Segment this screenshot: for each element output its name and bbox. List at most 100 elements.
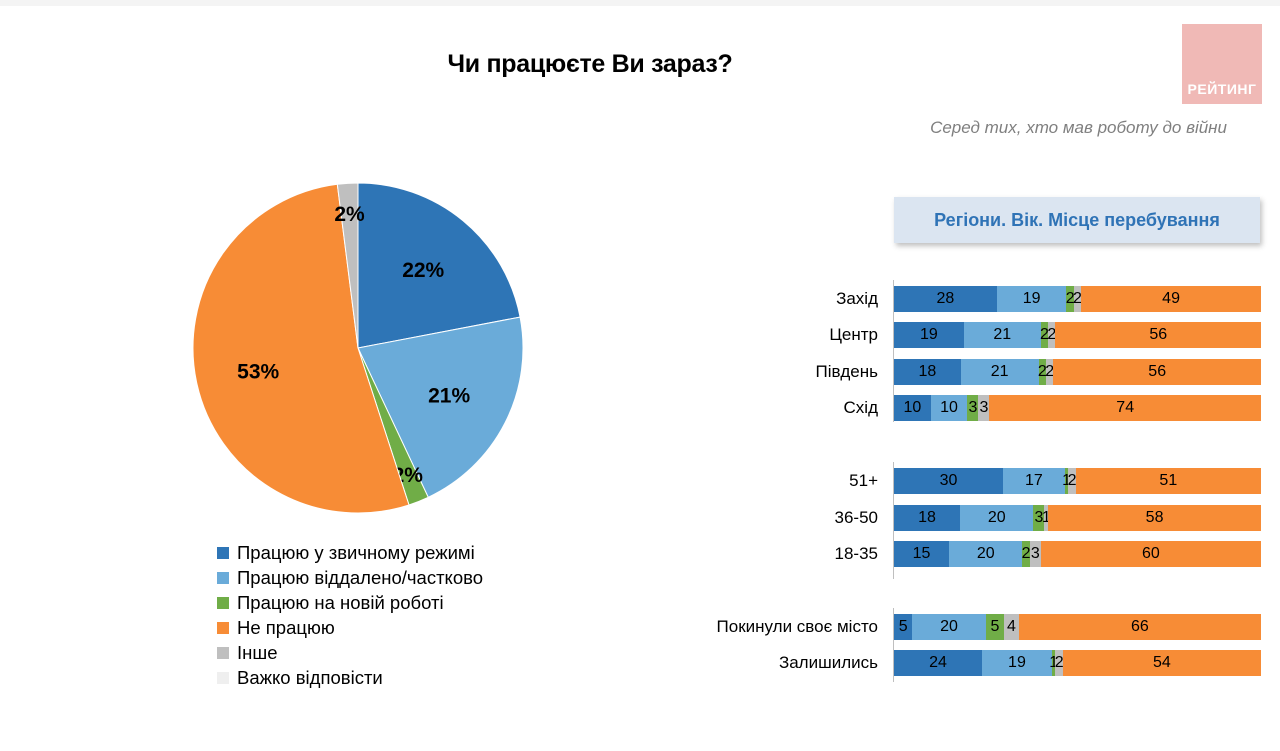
bar-value-label: 2 <box>1045 363 1055 380</box>
bar-value-label: 66 <box>1130 618 1149 635</box>
legend-item: Працюю на новій роботі <box>217 590 483 615</box>
bar-segment <box>1051 650 1056 676</box>
bar-segment <box>1018 614 1261 640</box>
pie-chart: 22%21%2%53%2% <box>192 182 524 514</box>
bar-value-label: 2 <box>1073 290 1082 307</box>
bar-segment <box>894 614 913 640</box>
bar-segment <box>894 505 961 531</box>
legend-label: Працюю віддалено/частково <box>237 566 484 588</box>
legend-item: Інше <box>217 640 483 665</box>
bar-value-label: 2 <box>1040 326 1049 343</box>
bar-segment <box>1075 468 1261 494</box>
legend-label: Працюю у звичному режимі <box>237 541 475 563</box>
bar-segment <box>1048 505 1261 531</box>
bar-value-label: 1 <box>1041 509 1051 526</box>
bar-value-label: 1 <box>1049 654 1059 671</box>
bar-segment <box>1064 468 1069 494</box>
bar-value-label: 5 <box>990 618 1000 635</box>
bar-value-label: 20 <box>987 509 1006 526</box>
bar-value-label: 5 <box>898 618 908 635</box>
bar-segment <box>960 505 1034 531</box>
bar-value-label: 19 <box>1008 654 1026 671</box>
subtitle: Серед тих, хто мав роботу до війни <box>930 118 1227 137</box>
bar-row: 18 21 2 2 56 <box>894 359 1261 385</box>
bar-segment <box>963 322 1041 348</box>
bar-segment <box>1038 359 1046 385</box>
bar-value-label: 18 <box>918 363 937 380</box>
bar-value-label: 3 <box>979 399 989 416</box>
bar-value-label: 30 <box>939 472 958 489</box>
bar-segment <box>1055 322 1261 348</box>
legend-swatch <box>217 671 229 684</box>
bar-segment <box>967 395 979 421</box>
bar-segment <box>1066 286 1074 312</box>
bar-value-label: 4 <box>1006 618 1016 635</box>
bar-value-label: 3 <box>968 399 978 416</box>
bar-row: 18 20 3 1 58 <box>894 505 1261 531</box>
bar-segment <box>1062 650 1261 676</box>
legend-label: Не працюю <box>237 616 335 638</box>
bar-segment <box>989 395 1261 421</box>
bar-value-label: 56 <box>1148 363 1167 380</box>
bar-value-label: 15 <box>912 545 931 562</box>
bar-segment <box>978 395 990 421</box>
pie-slice-label: 53% <box>237 360 279 383</box>
pie-slice-label: 22% <box>402 259 444 282</box>
page-title: Чи працюєте Ви зараз? <box>447 50 733 78</box>
bar-row: 15 20 2 3 60 <box>894 541 1261 567</box>
logo-text: РЕЙТИНГ <box>1187 81 1257 97</box>
bar-value-label: 54 <box>1153 654 1171 671</box>
bar-segment <box>1033 505 1045 531</box>
legend-label: Інше <box>237 641 278 663</box>
bar-category-label: Центр <box>829 325 878 344</box>
bar-segment <box>894 359 961 385</box>
bar-segment <box>1040 322 1049 348</box>
bar-row: 30 17 1 2 51 <box>894 468 1261 494</box>
bar-value-label: 3 <box>1034 509 1044 526</box>
bar-category-label: 51+ <box>849 471 878 490</box>
top-border <box>0 0 1280 6</box>
bar-segment <box>1055 650 1063 676</box>
bar-axis-line <box>893 280 894 422</box>
bar-segment <box>982 650 1052 676</box>
legend-swatch <box>217 596 229 609</box>
bar-value-label: 74 <box>1116 399 1135 416</box>
bar-value-label: 2 <box>1054 654 1064 671</box>
bar-value-label: 10 <box>940 399 958 416</box>
bar-value-label: 19 <box>919 326 938 343</box>
bar-category-label: Південь <box>815 362 878 381</box>
bar-value-label: 21 <box>990 363 1009 380</box>
bar-value-label: 1 <box>1062 472 1072 489</box>
legend-item: Працюю віддалено/частково <box>217 565 483 590</box>
bar-value-label: 58 <box>1145 509 1164 526</box>
legend-swatch <box>217 546 229 559</box>
bar-category-label: Залишились <box>778 653 878 672</box>
bar-segment <box>930 395 968 421</box>
bar-row: 10 10 3 3 74 <box>894 395 1261 421</box>
section-label-box: Регіони. Вік. Місце перебування <box>894 197 1260 243</box>
bar-value-label: 3 <box>1030 545 1040 562</box>
bar-segment <box>1040 541 1261 567</box>
pie-slice <box>357 316 524 498</box>
legend-label: Важко відповісти <box>237 666 383 688</box>
bar-value-label: 2 <box>1065 290 1075 307</box>
bar-segment <box>949 541 1023 567</box>
legend-swatch <box>217 571 229 584</box>
bar-row: 24 19 1 2 54 <box>894 650 1261 676</box>
bar-segment <box>912 614 986 640</box>
bar-value-label: 2 <box>1067 472 1077 489</box>
bar-segment <box>894 286 997 312</box>
bar-segment <box>960 359 1039 385</box>
bar-value-label: 49 <box>1162 290 1180 307</box>
bar-category-label: 36-50 <box>834 508 878 527</box>
bar-row: 28 19 2 2 49 <box>894 286 1261 312</box>
bar-segment <box>985 614 1005 640</box>
bar-value-label: 21 <box>993 326 1012 343</box>
bar-segment <box>1053 359 1261 385</box>
bar-value-label: 60 <box>1141 545 1160 562</box>
bar-segment <box>894 322 964 348</box>
bar-segment <box>1068 468 1076 494</box>
bar-value-label: 18 <box>918 509 936 526</box>
bar-segment <box>1022 541 1030 567</box>
bar-category-label: 18-35 <box>834 544 878 563</box>
